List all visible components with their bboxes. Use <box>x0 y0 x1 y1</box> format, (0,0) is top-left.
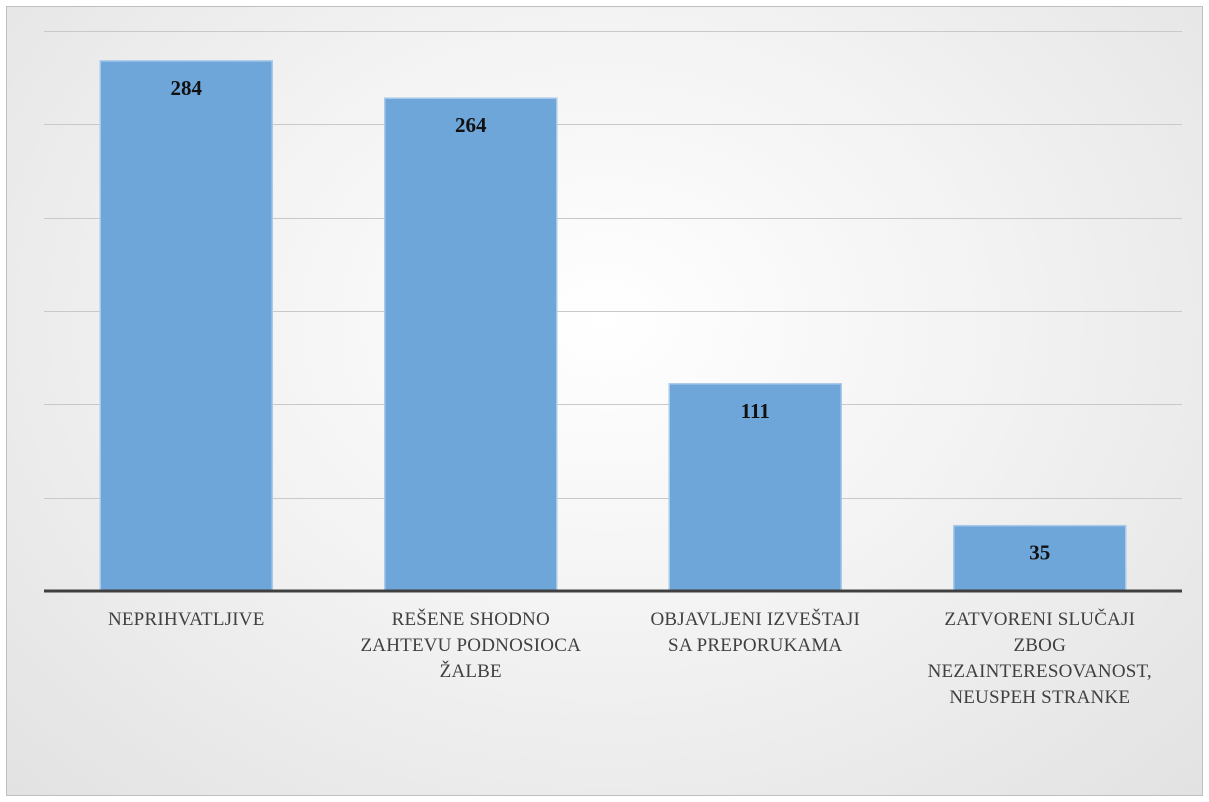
bar-chart: 284 264 111 35 NEPRIHVATLJIVE REŠENE SHODNO Z… <box>44 31 1182 708</box>
category-label-line: OBJAVLJENI IZVEŠTAJI <box>650 608 860 630</box>
bar-1 <box>99 60 273 592</box>
category-label-line: REŠENE SHODNO <box>392 608 550 630</box>
chart-area: 284 264 111 35 NEPRIHVATLJIVE REŠENE SHODNO Z… <box>6 6 1203 796</box>
data-label-1: 284 <box>171 76 203 100</box>
category-label-line: NEZAINTERESOVANOST, <box>928 661 1152 682</box>
category-label-2: REŠENE SHODNO ZAHTEVU PODNOSIOCA ŽALBE <box>360 608 581 682</box>
category-label-3: OBJAVLJENI IZVEŠTAJI SA PREPORUKAMA <box>650 608 860 656</box>
bar-4 <box>953 524 1127 592</box>
category-label-line: ŽALBE <box>440 660 502 682</box>
category-label-line: SA PREPORUKAMA <box>668 635 842 656</box>
category-labels: NEPRIHVATLJIVE REŠENE SHODNO ZAHTEVU PODNO… <box>108 608 1152 708</box>
data-label-2: 264 <box>455 113 487 137</box>
category-label-1: NEPRIHVATLJIVE <box>108 609 265 630</box>
data-label-4: 35 <box>1029 541 1050 565</box>
category-label-line: NEUSPEH STRANKE <box>949 687 1130 708</box>
bar-2 <box>384 97 558 592</box>
category-label-line: ZBOG <box>1013 635 1066 656</box>
category-label-line: ZATVORENI SLUČAJI <box>944 608 1135 630</box>
data-label-3: 111 <box>741 399 770 423</box>
bars <box>99 60 1127 592</box>
category-label-line: ZAHTEVU PODNOSIOCA <box>360 635 581 656</box>
data-labels: 284 264 111 35 <box>171 76 1051 565</box>
category-label-line: NEPRIHVATLJIVE <box>108 609 265 630</box>
category-label-4: ZATVORENI SLUČAJI ZBOG NEZAINTERESOVANOST,… <box>928 608 1152 708</box>
